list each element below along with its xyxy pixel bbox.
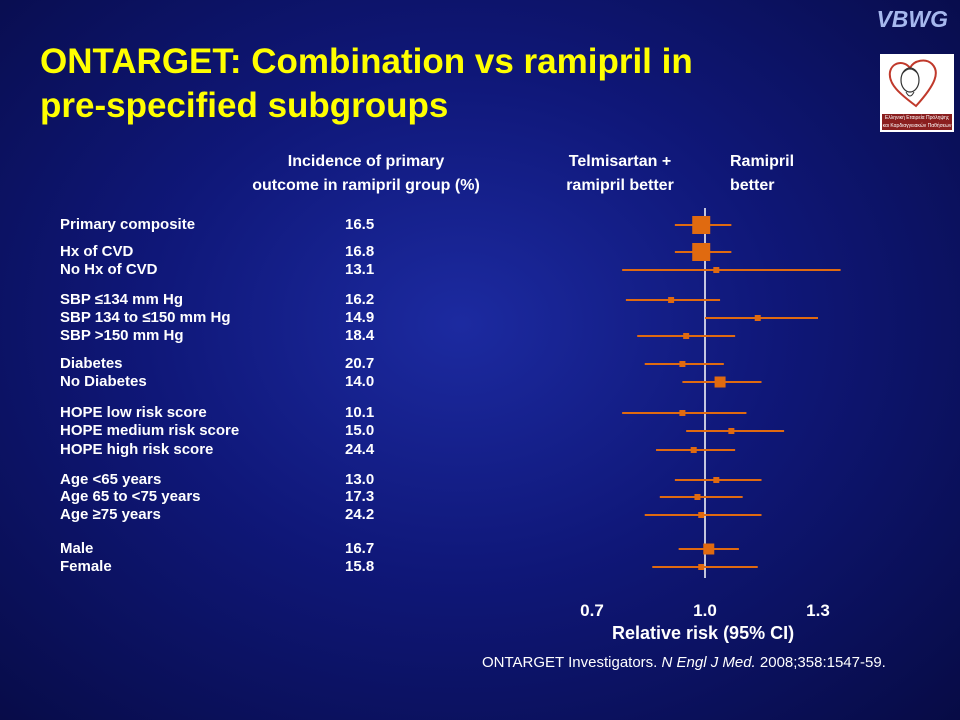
point-estimate — [694, 494, 701, 500]
citation-journal: N Engl J Med. — [661, 654, 756, 671]
point-estimate — [713, 267, 720, 273]
incidence-value: 20.7 — [345, 355, 375, 372]
subgroup-label: HOPE high risk score — [60, 441, 214, 458]
point-estimate — [698, 564, 705, 570]
brand-logo-text: VBWG — [876, 6, 948, 32]
incidence-value: 16.5 — [345, 216, 375, 233]
incidence-value: 15.8 — [345, 558, 375, 575]
subgroup-label: SBP >150 mm Hg — [60, 327, 184, 344]
incidence-value: 16.8 — [345, 243, 375, 260]
incidence-value: 16.2 — [345, 291, 375, 308]
incidence-value: 24.4 — [345, 441, 375, 458]
point-estimate — [683, 333, 690, 339]
incidence-value: 17.3 — [345, 488, 375, 505]
point-estimate — [728, 428, 735, 434]
point-estimate — [754, 315, 761, 321]
favors-combination-line-1: Telmisartan + — [568, 153, 672, 170]
citation: ONTARGET Investigators. N Engl J Med. 20… — [482, 654, 886, 671]
incidence-header: Incidence of primary outcome in ramipril… — [222, 150, 510, 198]
favors-ramipril-line-1: Ramipril — [730, 153, 795, 170]
slide-title-line-2: pre-specified subgroups — [40, 86, 449, 125]
favors-ramipril-line-2: better — [730, 177, 775, 194]
subgroup-label: HOPE medium risk score — [60, 422, 240, 439]
subgroup-label: Diabetes — [60, 355, 123, 372]
subgroup-label: Age <65 years — [60, 471, 162, 488]
subgroup-label: Female — [60, 558, 112, 575]
citation-prefix: ONTARGET Investigators. — [482, 654, 662, 671]
point-estimate — [713, 477, 720, 483]
favors-combination-line-2: ramipril better — [566, 177, 674, 194]
subgroup-label: Age ≥75 years — [60, 506, 161, 523]
point-estimate — [698, 512, 705, 518]
incidence-value: 10.1 — [345, 404, 375, 421]
point-estimate — [692, 216, 711, 234]
subgroup-label: Hx of CVD — [60, 243, 134, 260]
incidence-header-line-1: Incidence of primary — [287, 153, 445, 170]
subgroup-label: No Hx of CVD — [60, 261, 158, 278]
subgroup-label: Primary composite — [60, 216, 196, 233]
x-tick-label: 1.0 — [693, 601, 717, 620]
heart-portrait-icon — [888, 59, 937, 108]
incidence-value: 24.2 — [345, 506, 375, 523]
x-tick-label: 1.3 — [806, 601, 830, 620]
subgroup-label: SBP 134 to ≤150 mm Hg — [60, 309, 231, 326]
slide-title: ONTARGET: Combination vs ramipril in pre… — [40, 40, 840, 128]
incidence-value: 16.7 — [345, 540, 375, 557]
incidence-value: 14.0 — [345, 373, 375, 390]
subgroup-label: HOPE low risk score — [60, 404, 207, 421]
incidence-header-line-2: outcome in ramipril group (%) — [252, 177, 480, 194]
point-estimate — [690, 447, 697, 453]
subgroup-label: No Diabetes — [60, 373, 147, 390]
favors-ramipril-header: Ramipril better — [730, 150, 794, 198]
favors-combination-header: Telmisartan + ramipril better — [540, 150, 700, 198]
point-estimate — [703, 543, 715, 555]
subgroup-label: Male — [60, 540, 94, 557]
point-estimate — [668, 297, 675, 303]
x-tick-label: 0.7 — [580, 601, 604, 620]
subgroup-label: Age 65 to <75 years — [60, 488, 201, 505]
citation-suffix: 2008;358:1547-59. — [755, 654, 886, 671]
incidence-value: 13.1 — [345, 261, 375, 278]
point-estimate — [679, 361, 686, 367]
society-logo: Ελληνική Εταιρεία Πρόληψης και Καρδιαγγε… — [880, 54, 954, 132]
point-estimate — [714, 376, 726, 388]
subgroup-label: SBP ≤134 mm Hg — [60, 291, 184, 308]
incidence-value: 14.9 — [345, 309, 375, 326]
incidence-value: 18.4 — [345, 327, 375, 344]
point-estimate — [679, 410, 686, 416]
incidence-value: 13.0 — [345, 471, 375, 488]
point-estimate — [692, 243, 711, 261]
x-axis-title: Relative risk (95% CI) — [612, 623, 795, 643]
incidence-value: 15.0 — [345, 422, 375, 439]
slide-title-line-1: ONTARGET: Combination vs ramipril in — [40, 42, 693, 81]
logo-caption: Ελληνική Εταιρεία Πρόληψης και Καρδιαγγε… — [882, 114, 952, 130]
